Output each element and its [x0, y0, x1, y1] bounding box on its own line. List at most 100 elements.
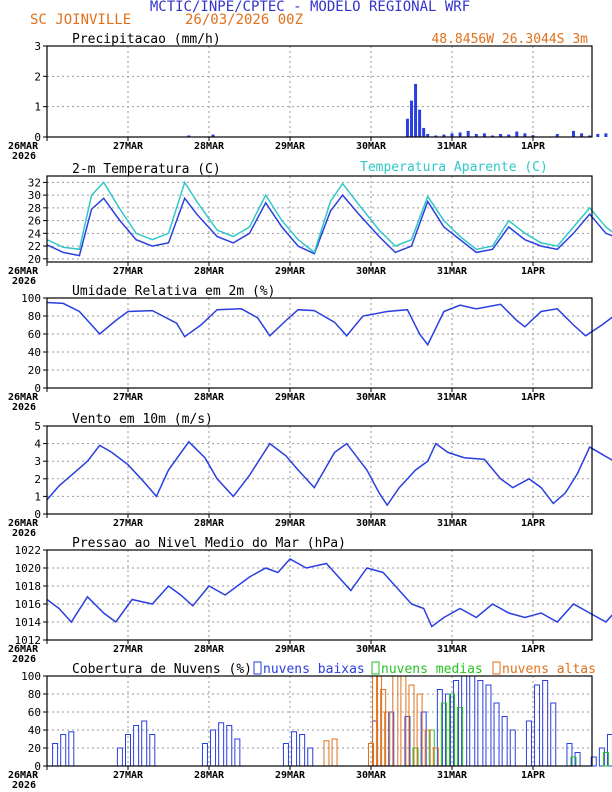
cloud-bar: [234, 738, 241, 767]
precip-bar: [507, 134, 511, 137]
y-tick-label: 1: [34, 490, 41, 503]
y-tick-label: 22: [28, 240, 41, 253]
precip-bar: [422, 127, 426, 137]
y-tick-label: 0: [34, 760, 41, 773]
precip-bar: [580, 133, 584, 137]
precip-panel: [43, 45, 608, 141]
precip-bar: [555, 133, 559, 137]
press-series-line: [46, 558, 612, 628]
temp-title: 2-m Temperatura (C): [72, 162, 221, 177]
x-year-label: 2026: [12, 276, 36, 287]
x-tick-label: 28MAR: [194, 392, 225, 403]
precip-bar: [414, 83, 418, 137]
rh-title: Umidade Relativa em 2m (%): [72, 284, 276, 299]
x-year-label: 2026: [12, 654, 36, 665]
clouds-title: Cobertura de Nuvens (%): [72, 662, 252, 677]
cloud-bar: [477, 680, 484, 767]
rh-panel: [43, 297, 612, 392]
temp-series-line: [46, 180, 612, 254]
precip-bar: [426, 133, 430, 137]
press-title: Pressao ao Nivel Medio do Mar (hPa): [72, 536, 346, 551]
cloud-legend-swatch: [253, 661, 262, 675]
y-tick-label: 24: [28, 227, 42, 240]
x-tick-label: 30MAR: [356, 770, 387, 781]
precip-title: Precipitacao (mm/h): [72, 32, 221, 47]
x-tick-label: 30MAR: [356, 644, 387, 655]
precip-bar: [531, 135, 535, 137]
x-tick-label: 28MAR: [194, 518, 225, 529]
y-tick-label: 40: [28, 724, 41, 737]
cloud-bar: [282, 743, 289, 767]
precip-bar: [491, 135, 494, 137]
y-tick-label: 60: [28, 328, 41, 341]
clouds-panel: [43, 661, 612, 770]
press-panel: [43, 549, 612, 644]
y-tick-label: 2: [34, 473, 41, 486]
y-tick-label: 26: [28, 215, 41, 228]
temp-series-line: [46, 193, 612, 257]
cloud-bar: [133, 725, 140, 767]
y-tick-label: 80: [28, 310, 41, 323]
cloud-bar: [598, 747, 605, 767]
x-tick-label: 29MAR: [275, 266, 306, 277]
precip-bar: [596, 133, 600, 137]
y-tick-label: 30: [28, 189, 41, 202]
cloud-bar: [149, 734, 156, 767]
y-tick-label: 32: [28, 176, 41, 189]
x-tick-label: 27MAR: [113, 266, 144, 277]
x-tick-label: 29MAR: [275, 770, 306, 781]
precip-bar: [405, 118, 409, 137]
x-tick-label: 1APR: [521, 770, 546, 781]
cloud-bar: [307, 747, 314, 767]
y-tick-label: 5: [34, 420, 41, 433]
wind-series-line: [46, 440, 612, 507]
cloud-bar: [542, 680, 549, 767]
y-tick-label: 20: [28, 253, 41, 266]
x-tick-label: 30MAR: [356, 266, 387, 277]
x-tick-label: 26MAR: [8, 770, 39, 781]
wind-title: Vento em 10m (m/s): [72, 412, 213, 427]
wind-panel: [43, 425, 612, 518]
y-tick-label: 80: [28, 688, 41, 701]
x-tick-label: 1APR: [521, 644, 546, 655]
x-tick-label: 28MAR: [194, 266, 225, 277]
y-tick-label: 0: [34, 131, 41, 144]
cloud-bar: [331, 738, 338, 767]
x-tick-label: 29MAR: [275, 392, 306, 403]
cloud-legend-label: nuvens baixas: [263, 662, 365, 677]
precip-bar: [474, 133, 478, 137]
temp-panel: [43, 175, 612, 266]
precip-bar: [434, 135, 438, 137]
temp-apparent-legend: Temperatura Aparente (C): [360, 160, 548, 175]
x-tick-label: 26MAR: [8, 518, 39, 529]
location-label: SC JOINVILLE: [30, 12, 131, 28]
x-tick-label: 26MAR: [8, 266, 39, 277]
y-tick-label: 0: [34, 382, 41, 395]
x-tick-label: 29MAR: [275, 644, 306, 655]
x-tick-label: 1APR: [521, 392, 546, 403]
cloud-bar: [590, 756, 597, 767]
x-tick-label: 31MAR: [437, 644, 468, 655]
x-year-label: 2026: [12, 528, 36, 539]
cloud-bar: [299, 734, 306, 767]
x-tick-label: 26MAR: [8, 392, 39, 403]
x-tick-label: 27MAR: [113, 518, 144, 529]
cloud-bar: [141, 720, 148, 767]
cloud-bar: [116, 747, 123, 767]
precip-bar: [588, 135, 592, 137]
cloud-bar: [60, 734, 67, 767]
y-tick-label: 0: [34, 508, 41, 521]
precip-bar: [410, 100, 413, 137]
precip-bar: [418, 109, 422, 137]
cloud-legend-label: nuvens medias: [381, 662, 483, 677]
cloud-bar: [226, 725, 233, 767]
precip-bar: [523, 133, 527, 137]
cloud-bar: [323, 740, 330, 767]
panel-frame: [46, 549, 593, 641]
x-tick-label: 27MAR: [113, 770, 144, 781]
y-tick-label: 1: [34, 101, 41, 114]
y-tick-label: 2: [34, 70, 41, 83]
panel-frame: [46, 675, 593, 767]
cloud-bar: [68, 731, 75, 767]
cloud-legend-swatch: [371, 661, 380, 675]
